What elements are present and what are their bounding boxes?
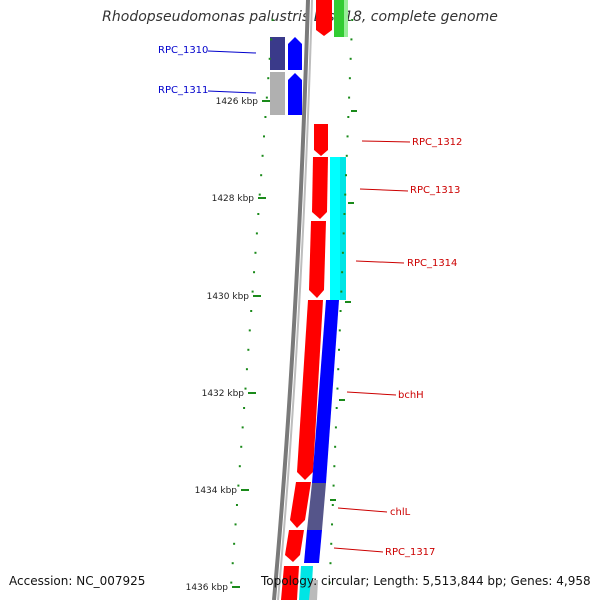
gene-rpc1311-arrow: [288, 73, 302, 115]
ruler-label: 1434 kbp: [195, 486, 238, 496]
gene-rpc1310-left-block: [270, 37, 285, 70]
gene-label-rpc1312[interactable]: RPC_1312: [412, 137, 462, 148]
feature-top-green-edge: [344, 0, 348, 37]
ruler-label: 1432 kbp: [202, 389, 245, 399]
gene-leader-line: [337, 507, 388, 513]
gene-chll-red: [290, 482, 311, 528]
gene-blue-bchh: [312, 300, 339, 483]
gene-slate-chll: [307, 483, 326, 530]
gene-label-rpc1310[interactable]: RPC_1310: [158, 45, 208, 56]
gene-rpc1310-arrow: [288, 37, 302, 70]
gene-rpc1312-shape: [314, 124, 328, 156]
backbone-inner: [277, 0, 313, 600]
ruler-label: 1430 kbp: [207, 292, 250, 302]
gene-leader-line: [355, 260, 405, 264]
gene-rpc1314-red: [309, 221, 326, 298]
ruler-label: 1426 kbp: [216, 97, 259, 107]
backbone-outer: [272, 0, 310, 600]
gene-label-rpc1317[interactable]: RPC_1317: [385, 547, 435, 558]
ruler-label: 1436 kbp: [186, 583, 229, 593]
gene-leader-line: [361, 140, 411, 143]
gene-cyan-upper-edge: [340, 157, 346, 300]
gene-leader-line: [346, 391, 397, 396]
ruler-ticks: [230, 19, 357, 588]
gene-label-chll[interactable]: chlL: [390, 507, 411, 518]
gene-leader-line: [333, 547, 384, 553]
gene-grey-bottom: [309, 580, 318, 600]
gene-leader-line: [207, 50, 257, 54]
ruler-label: 1428 kbp: [212, 194, 255, 204]
map-title: Rhodopseudomonas palustris BisB18, compl…: [102, 9, 498, 25]
gene-rpc1313-red: [312, 157, 328, 219]
gene-rpc1317-red: [285, 530, 304, 562]
gene-label-rpc1311[interactable]: RPC_1311: [158, 85, 208, 96]
gene-leader-line: [359, 188, 409, 192]
gene-label-bchh[interactable]: bchH: [398, 390, 424, 401]
gene-blue-rpc1317: [304, 530, 322, 563]
gene-bottom-red: [281, 566, 299, 600]
gene-leader-line: [207, 90, 257, 94]
gene-cyan-bottom: [299, 566, 313, 600]
accession-text: Accession: NC_007925: [9, 574, 146, 588]
ruler-labels: 1426 kbp 1428 kbp 1430 kbp 1432 kbp 1434 kbp…: [186, 97, 259, 593]
feature-top-red: [316, 0, 332, 36]
gene-rpc1311-left-block: [270, 72, 285, 115]
gene-label-rpc1314[interactable]: RPC_1314: [407, 258, 457, 269]
gene-label-rpc1313[interactable]: RPC_1313: [410, 185, 460, 196]
gene-labels: RPC_1310 RPC_1311 RPC_1312 RPC_1313 RPC_1314…: [158, 45, 462, 558]
genome-summary-text: Topology: circular; Length: 5,513,844 bp…: [261, 574, 591, 588]
gene-bchh-red: [297, 300, 323, 480]
